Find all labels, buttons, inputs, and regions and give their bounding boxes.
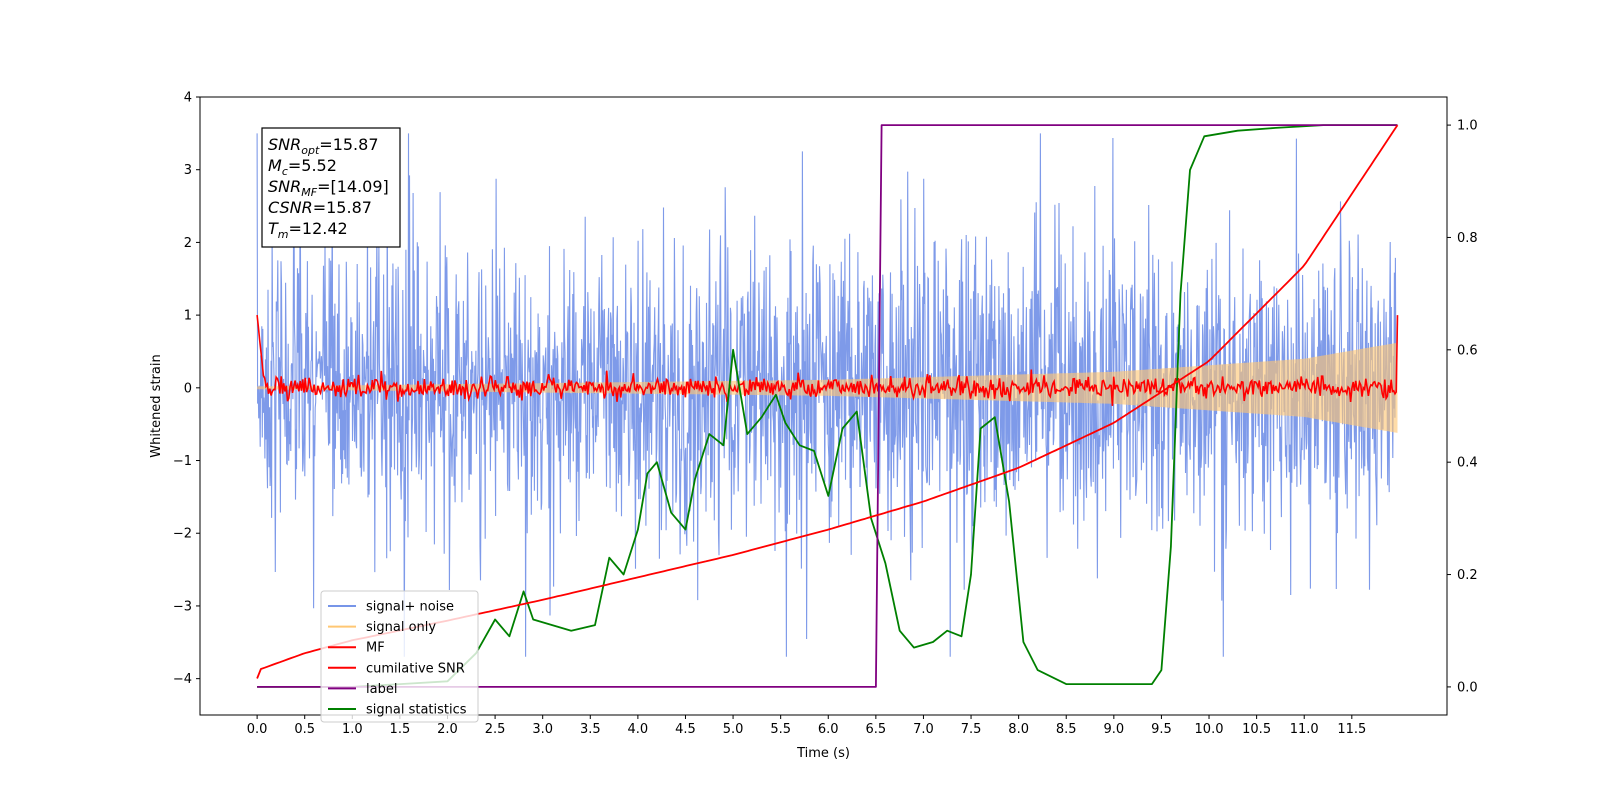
y-left-tick-label: −2 [173, 527, 192, 542]
y-right-tick-label: 0.4 [1457, 456, 1478, 471]
series-signal-only-area [257, 342, 1398, 433]
x-axis-label: Time (s) [796, 746, 850, 761]
x-tick-label: 4.0 [628, 722, 649, 737]
legend: signal+ noise signal only MF cumilative SNR… [320, 590, 479, 723]
x-tick-label: 11.0 [1290, 722, 1319, 737]
y-right-tick-label: 1.0 [1457, 119, 1478, 134]
x-tick-label: 1.0 [342, 722, 363, 737]
x-tick-label: 3.0 [532, 722, 553, 737]
stats-annotation-box: SNRopt=15.87Mc=5.52SNRMF=[14.09]CSNR=15.… [261, 127, 401, 248]
legend-label: cumilative SNR [366, 661, 465, 676]
legend-frame [320, 590, 479, 723]
y-right-tick-label: 0.0 [1457, 680, 1478, 695]
y-left-tick-label: 3 [184, 163, 192, 178]
annotation-line: Tm=12.42 [268, 219, 348, 241]
x-tick-label: 4.5 [675, 722, 696, 737]
legend-label: MF [366, 641, 385, 656]
x-tick-label: 9.0 [1103, 722, 1124, 737]
annotation-line: Mc=5.52 [268, 156, 337, 178]
legend-label: label [366, 682, 397, 697]
annotation-frame [261, 127, 401, 248]
x-tick-label: 0.0 [247, 722, 268, 737]
y-left-tick-label: 1 [184, 309, 192, 324]
x-tick-label: 2.0 [437, 722, 458, 737]
x-tick-label: 3.5 [580, 722, 601, 737]
series-signal-noise-line [256, 133, 1399, 657]
x-tick-label: 7.5 [961, 722, 982, 737]
series-label-line [257, 124, 1398, 688]
legend-label: signal+ noise [366, 600, 454, 615]
annotation-line: CSNR=15.87 [268, 198, 372, 217]
axes-frame [199, 96, 1448, 716]
x-tick-label: 10.0 [1195, 722, 1224, 737]
x-tick-label: 7.0 [913, 722, 934, 737]
x-tick-label: 6.0 [818, 722, 839, 737]
x-tick-label: 8.5 [1056, 722, 1077, 737]
series-signal-statistics-line [257, 124, 1398, 688]
y-right-tick-label: 0.6 [1457, 343, 1478, 358]
legend-label: signal only [366, 620, 436, 635]
x-tick-label: 8.0 [1008, 722, 1029, 737]
x-tick-label: 5.0 [723, 722, 744, 737]
x-tick-label: 2.5 [485, 722, 506, 737]
annotation-line: SNRMF=[14.09] [268, 177, 389, 199]
x-tick-label: 6.5 [866, 722, 887, 737]
y-axis-label-left: Whitened strain [149, 354, 164, 457]
axes-ticks: 0.0 0.5 1.0 1.5 2.0 2.5 3.0 3.5 4.0 4.5 5.0 5.5 6.0 6… [173, 91, 1478, 738]
y-left-tick-label: −1 [173, 454, 192, 469]
x-tick-label: 5.5 [770, 722, 791, 737]
y-left-tick-label: −3 [173, 599, 192, 614]
y-left-tick-label: −4 [173, 672, 192, 687]
series-mf-line [256, 315, 1399, 406]
y-left-tick-label: 4 [184, 91, 192, 106]
plot-area [256, 124, 1399, 688]
y-right-tick-label: 0.2 [1457, 568, 1478, 583]
x-tick-label: 10.5 [1242, 722, 1271, 737]
x-tick-label: 11.5 [1337, 722, 1366, 737]
annotation-line: SNRopt=15.87 [268, 135, 379, 157]
y-left-tick-label: 2 [184, 236, 192, 251]
x-tick-label: 9.5 [1151, 722, 1172, 737]
x-tick-label: 0.5 [294, 722, 315, 737]
x-tick-label: 1.5 [390, 722, 411, 737]
y-left-tick-label: 0 [184, 381, 192, 396]
y-right-tick-label: 0.8 [1457, 231, 1478, 246]
legend-label: signal statistics [366, 703, 467, 718]
